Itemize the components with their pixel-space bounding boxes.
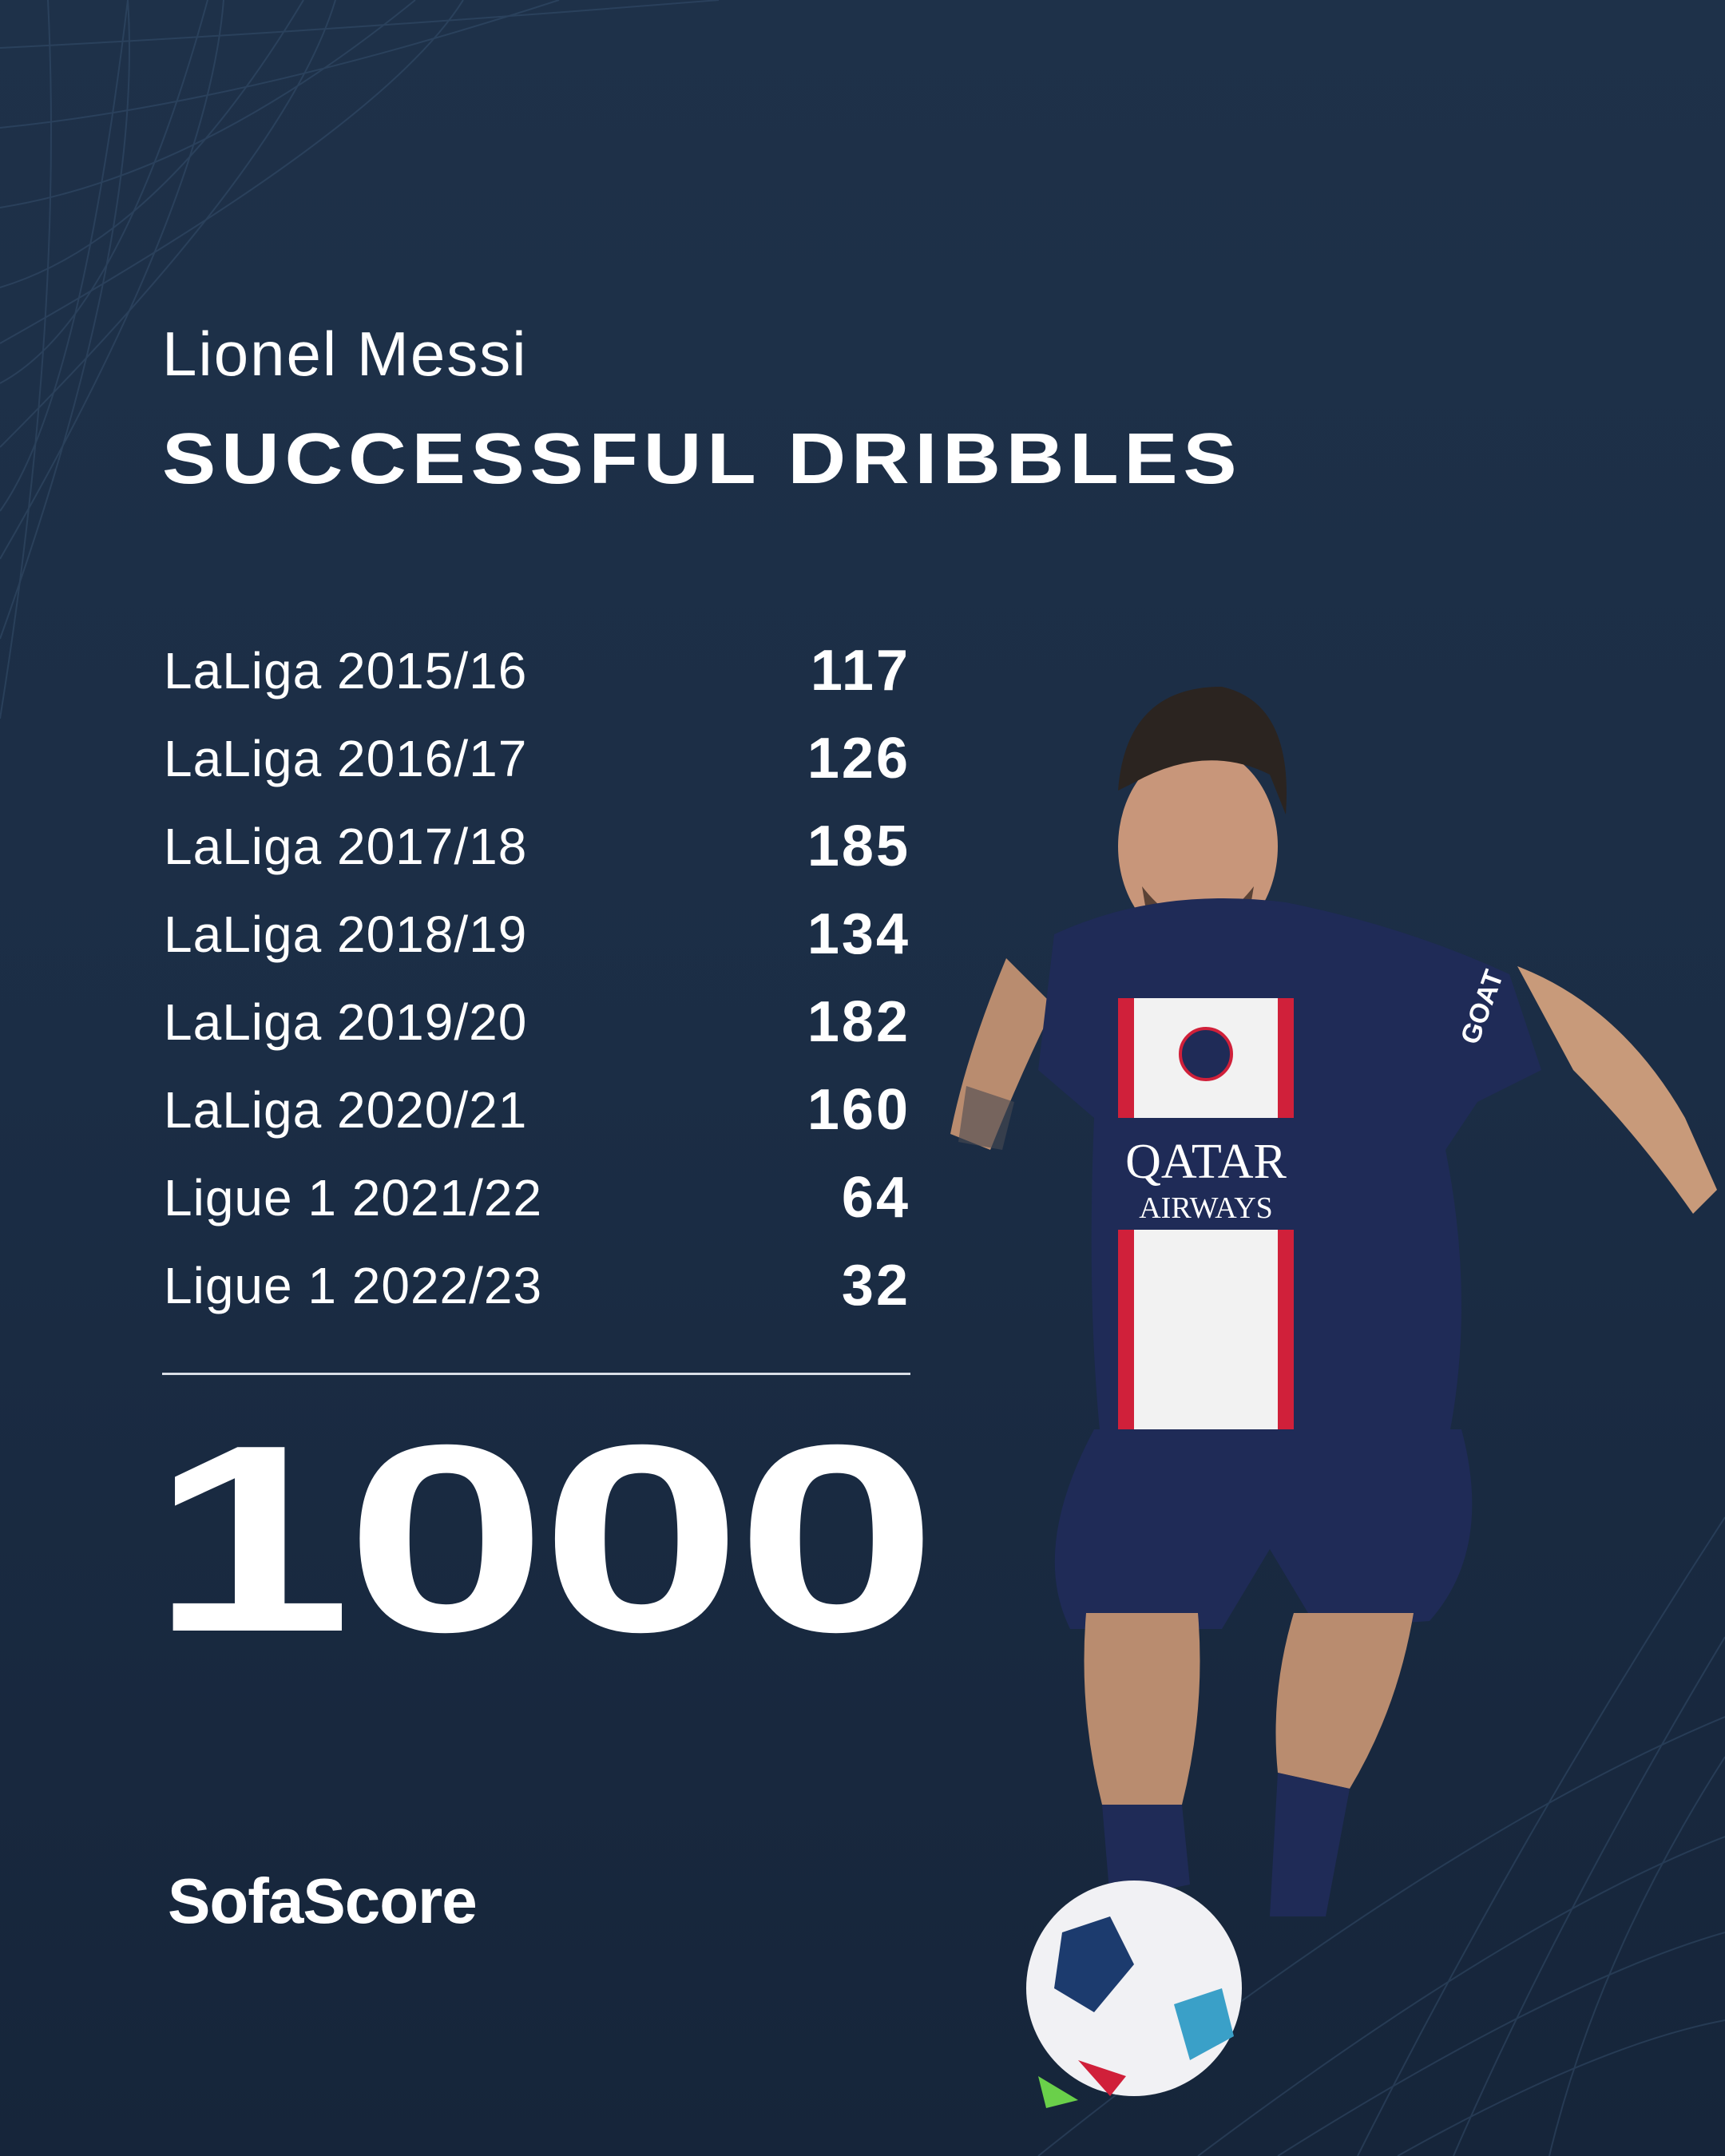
season-value: 134 xyxy=(807,902,910,966)
player-name: Lionel Messi xyxy=(162,319,528,389)
stat-title: SUCCESSFUL DRIBBLES xyxy=(162,419,1243,499)
club-crest-icon xyxy=(1179,1027,1233,1081)
season-value: 32 xyxy=(841,1254,910,1318)
season-label: LaLiga 2020/21 xyxy=(164,1081,528,1139)
season-value: 182 xyxy=(807,990,910,1054)
season-value: 160 xyxy=(807,1078,910,1142)
season-row: LaLiga 2019/20 182 xyxy=(164,978,910,1066)
player-photo: QATAR AIRWAYS GOAT xyxy=(950,687,1717,2108)
season-row: LaLiga 2016/17 126 xyxy=(164,715,910,803)
season-row: LaLiga 2017/18 185 xyxy=(164,803,910,890)
season-label: LaLiga 2017/18 xyxy=(164,818,528,875)
season-label: Ligue 1 2021/22 xyxy=(164,1169,543,1227)
season-label: LaLiga 2016/17 xyxy=(164,730,528,787)
season-list: LaLiga 2015/16 117 LaLiga 2016/17 126 LaLi… xyxy=(164,627,910,1330)
season-value: 126 xyxy=(807,727,910,791)
season-label: LaLiga 2015/16 xyxy=(164,642,528,700)
season-row: LaLiga 2020/21 160 xyxy=(164,1066,910,1154)
season-row: Ligue 1 2021/22 64 xyxy=(164,1154,910,1242)
season-row: LaLiga 2018/19 134 xyxy=(164,890,910,978)
season-value: 117 xyxy=(810,639,910,703)
season-label: LaLiga 2018/19 xyxy=(164,906,528,963)
season-label: Ligue 1 2022/23 xyxy=(164,1257,543,1314)
season-label: LaLiga 2019/20 xyxy=(164,993,528,1051)
season-value: 64 xyxy=(841,1166,910,1230)
season-value: 185 xyxy=(807,814,910,878)
divider xyxy=(162,1373,910,1375)
total-value: 1000 xyxy=(150,1389,938,1687)
sofascore-logo: SofaScore xyxy=(168,1865,478,1936)
season-row: LaLiga 2015/16 117 xyxy=(164,627,910,715)
season-row: Ligue 1 2022/23 32 xyxy=(164,1242,910,1330)
sponsor-text: QATAR xyxy=(1125,1135,1287,1189)
svg-text:AIRWAYS: AIRWAYS xyxy=(1139,1191,1273,1225)
